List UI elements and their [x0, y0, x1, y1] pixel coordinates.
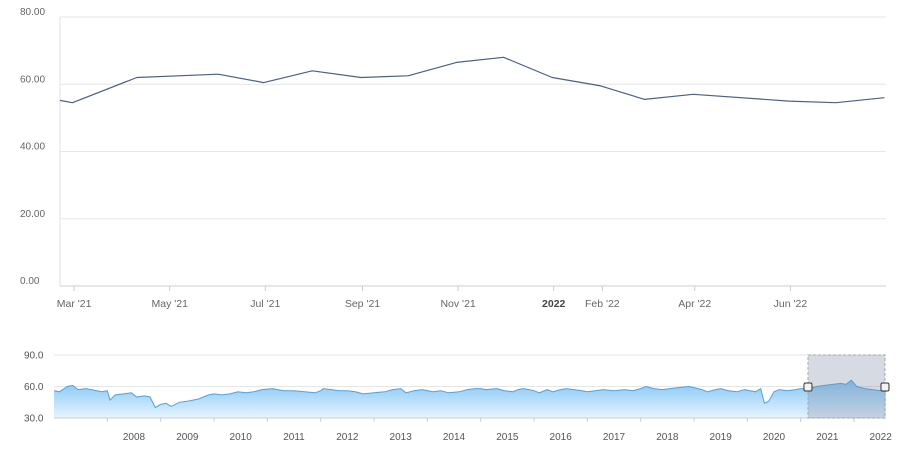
x-tick-label: May '21 [151, 298, 188, 310]
nav-handle-right[interactable] [880, 382, 890, 392]
nav-x-tick-label: 2011 [283, 432, 305, 443]
data-point [135, 76, 138, 79]
data-point [71, 101, 74, 104]
nav-y-tick-label: 60.0 [24, 382, 44, 393]
data-point [643, 98, 646, 101]
main-y-axis: 0.00 20.00 40.00 60.00 80.00 [20, 7, 45, 287]
nav-x-tick-label: 2017 [603, 432, 626, 443]
y-tick-label: 20.00 [20, 209, 45, 220]
nav-x-tick-label: 2013 [390, 432, 413, 443]
nav-line [53, 379, 887, 409]
nav-selection-shade [807, 355, 885, 418]
data-point [787, 100, 790, 103]
nav-y-tick-label: 90.0 [24, 351, 44, 362]
data-point [262, 81, 265, 84]
main-plot-area [59, 56, 886, 104]
data-line [59, 56, 885, 104]
x-tick-label: Jun '22 [774, 298, 808, 310]
nav-x-tick-label: 2009 [176, 432, 199, 443]
main-gridlines [59, 16, 886, 287]
nav-x-tick-label: 2014 [443, 432, 466, 443]
x-tick-label: Nov '21 [440, 298, 475, 310]
data-point [455, 61, 458, 64]
x-tick-label: Apr '22 [678, 298, 711, 310]
data-point [599, 84, 602, 87]
nav-x-tick-label: 2016 [550, 432, 573, 443]
x-tick-label: 2022 [542, 298, 566, 310]
x-tick-label: Jul '21 [250, 298, 280, 310]
nav-handle-left[interactable] [803, 382, 813, 392]
y-tick-label: 40.00 [20, 142, 45, 153]
x-tick-label: Sep '21 [345, 298, 380, 310]
y-tick-label: 0.00 [20, 276, 40, 287]
data-point [311, 69, 314, 72]
data-point [217, 73, 220, 76]
nav-selection-window[interactable] [807, 354, 886, 419]
data-point [692, 93, 695, 96]
data-point [359, 76, 362, 79]
x-tick-label: Feb '22 [585, 298, 620, 310]
navigator-range-selector[interactable] [803, 354, 890, 419]
main-x-axis: Mar '21 May '21 Jul '21 Sep '21 Nov '21 2022 F… [57, 286, 808, 310]
nav-x-tick-label: 2022 [870, 432, 893, 443]
nav-area [54, 380, 886, 418]
navigator-plot-area [53, 379, 887, 418]
nav-x-tick-label: 2020 [763, 432, 786, 443]
nav-x-tick-label: 2021 [816, 432, 839, 443]
navigator-x-axis: 2008 2009 2010 2011 2012 2013 2014 2015 2016 2017… [54, 417, 893, 443]
nav-x-tick-label: 2015 [496, 432, 519, 443]
y-tick-label: 60.00 [20, 74, 45, 85]
x-tick-label: Mar '21 [57, 298, 92, 310]
data-point [834, 101, 837, 104]
data-point [551, 76, 554, 79]
navigator-y-axis: 30.0 60.0 90.0 [24, 351, 44, 425]
nav-y-tick-label: 30.0 [24, 414, 44, 425]
y-tick-label: 80.00 [20, 7, 45, 18]
data-point [59, 99, 62, 102]
nav-x-tick-label: 2018 [656, 432, 679, 443]
data-point [883, 96, 886, 99]
nav-x-tick-label: 2012 [336, 432, 359, 443]
nav-x-tick-label: 2010 [230, 432, 253, 443]
data-point [502, 56, 505, 59]
data-point [407, 74, 410, 77]
nav-x-tick-label: 2019 [710, 432, 733, 443]
nav-x-tick-label: 2008 [123, 432, 146, 443]
